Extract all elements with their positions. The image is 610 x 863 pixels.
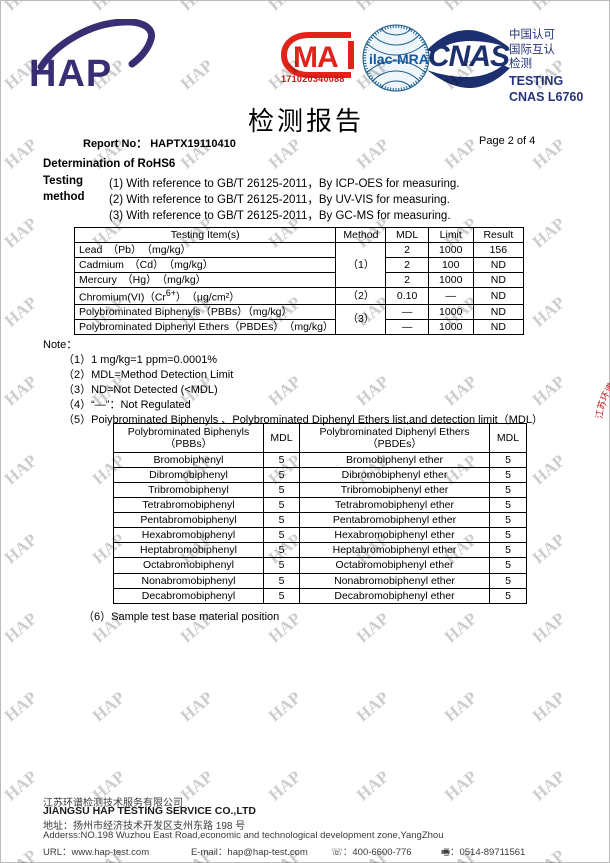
svg-text:江苏环谱检测技术服务: 江苏环谱检测技术服务 bbox=[594, 351, 610, 419]
